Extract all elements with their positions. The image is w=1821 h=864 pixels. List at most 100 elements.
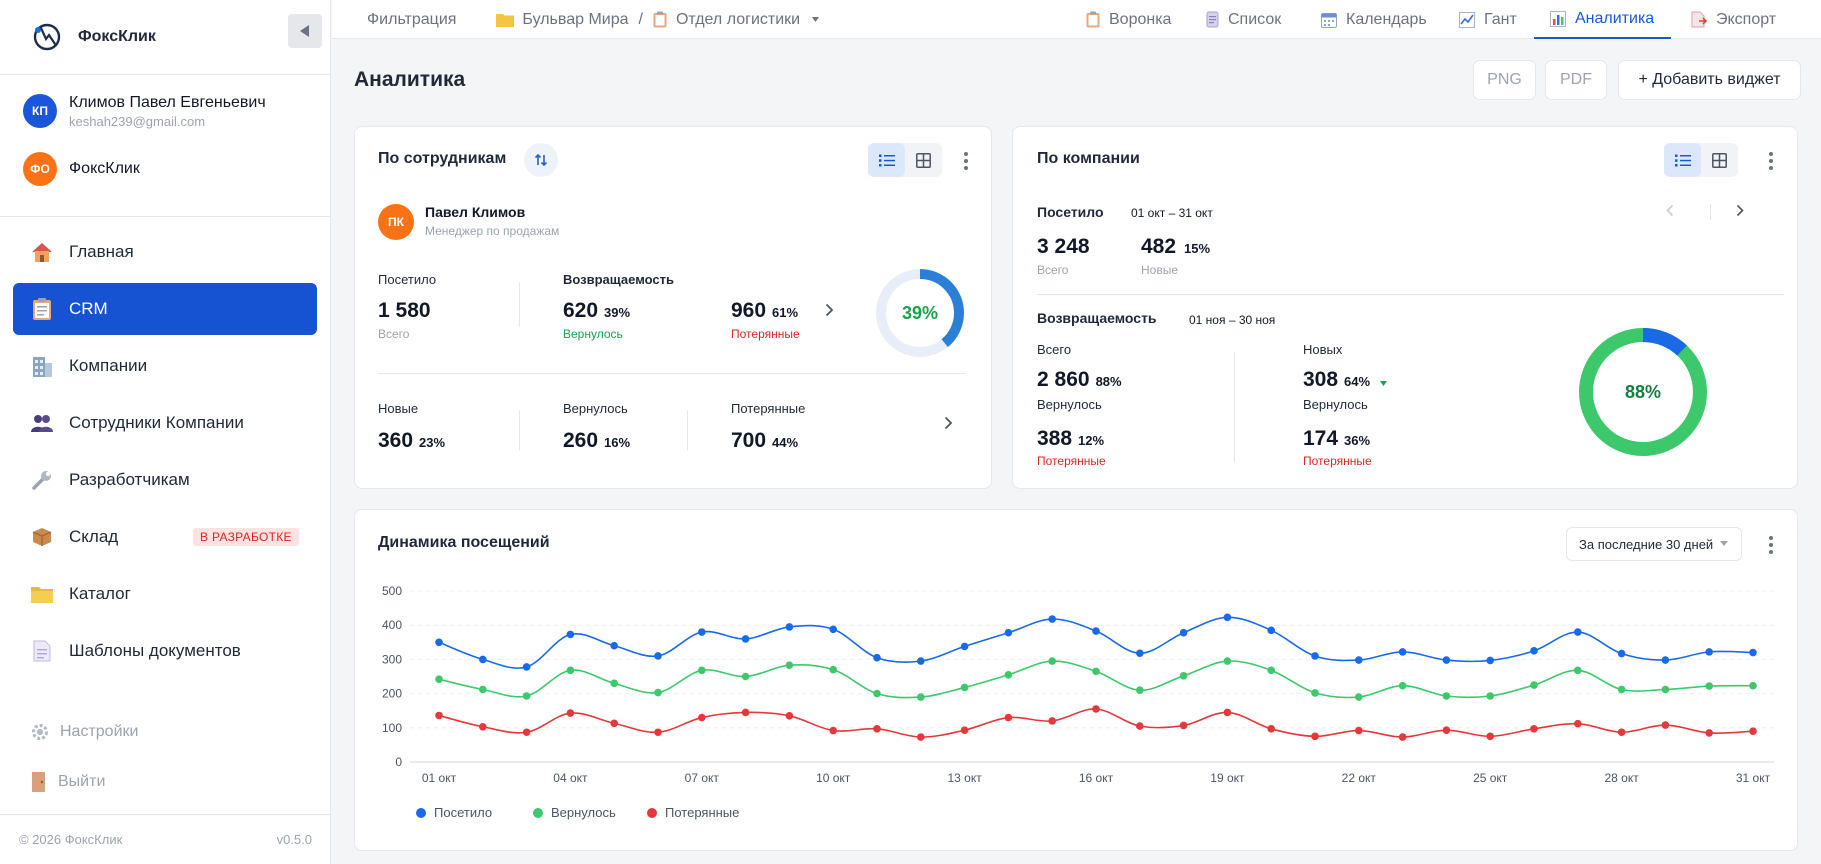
x-tick-label: 31 окт (1736, 771, 1771, 785)
sidebar-item-companies[interactable]: Компании (13, 340, 317, 392)
sidebar-item-warehouse[interactable]: Склад В РАЗРАБОТКЕ (13, 511, 317, 563)
chevron-right-icon[interactable] (944, 416, 953, 435)
export-icon (1691, 11, 1707, 28)
sort-toggle-button[interactable] (524, 143, 558, 177)
data-point (1267, 666, 1275, 675)
grid-view-icon[interactable] (905, 143, 942, 177)
new-label: Новые (378, 401, 419, 416)
returned-value: 308 (1303, 368, 1339, 391)
more-options-icon[interactable] (1768, 536, 1774, 554)
data-point (1574, 719, 1582, 728)
user-account[interactable]: КП Климов Павел Евгеньевич keshah239@gma… (23, 91, 330, 131)
data-point (698, 628, 706, 636)
all-lost-sub: Потерянные (1037, 454, 1106, 468)
breadcrumb-location[interactable]: Бульвар Мира (522, 10, 629, 28)
visited-sub: Всего (378, 327, 410, 341)
visited-value: 1 580 (378, 299, 431, 322)
returned-metric-2: 260 16% (563, 429, 630, 453)
x-tick-label: 25 окт (1473, 771, 1508, 785)
app-version: v0.5.0 (276, 832, 312, 847)
legend-label: Вернулось (551, 805, 616, 820)
data-point (1223, 708, 1232, 717)
tab-label: Гант (1484, 10, 1517, 28)
settings-link[interactable]: Настройки (30, 722, 138, 742)
tab-calendar[interactable]: Календарь (1321, 0, 1427, 39)
new-returned-sub: Вернулось (1303, 397, 1368, 412)
export-png-button[interactable]: PNG (1473, 60, 1536, 100)
lost-sub: Потерянные (731, 327, 800, 341)
chevron-right-icon[interactable] (825, 303, 834, 322)
visited-period: 01 окт – 31 окт (1131, 206, 1213, 220)
data-point (654, 728, 662, 737)
sidebar-item-label: Склад (69, 527, 119, 546)
data-point (522, 728, 531, 737)
x-tick-label: 28 окт (1604, 771, 1639, 785)
company-name: ФоксКлик (69, 160, 140, 177)
returned-value: 260 (563, 429, 599, 452)
data-point (1617, 685, 1626, 694)
breadcrumb: Фильтрация Бульвар Мира / Отдел логистик… (367, 0, 820, 39)
x-tick-label: 16 окт (1079, 771, 1114, 785)
scroll-icon (1206, 11, 1219, 28)
divider (1234, 352, 1235, 462)
all-label: Всего (1037, 342, 1072, 357)
data-point (1530, 681, 1538, 689)
sidebar-item-developers[interactable]: Разработчикам (13, 454, 317, 506)
more-options-icon[interactable] (1768, 152, 1774, 170)
sidebar-item-catalog[interactable]: Каталог (13, 568, 317, 620)
divider (1037, 294, 1784, 295)
data-point (960, 726, 969, 734)
add-widget-button[interactable]: + Добавить виджет (1618, 60, 1801, 100)
data-point (479, 722, 487, 731)
chevron-right-icon[interactable] (1736, 204, 1744, 222)
data-point (1486, 692, 1494, 700)
logout-link[interactable]: Выйти (30, 771, 105, 793)
grid-view-icon[interactable] (1701, 143, 1738, 177)
sidebar-item-crm[interactable]: CRM (13, 283, 317, 335)
tab-list[interactable]: Список (1206, 0, 1281, 39)
legend-label: Потерянные (665, 805, 739, 820)
card-title: Динамика посещений (378, 534, 550, 551)
new-lost-sub: Потерянные (1303, 454, 1372, 468)
data-point (917, 693, 925, 701)
lost-pct: 44% (772, 435, 799, 450)
sidebar-item-home[interactable]: Главная (13, 226, 317, 278)
y-tick-label: 400 (382, 618, 402, 632)
filter-button[interactable]: Фильтрация (367, 10, 457, 28)
data-point (829, 665, 837, 674)
tab-analytics[interactable]: Аналитика (1534, 0, 1671, 39)
clipboard-icon (1086, 11, 1100, 28)
data-point (1004, 670, 1013, 679)
data-point (1267, 725, 1275, 733)
data-point (1179, 628, 1188, 637)
visited-new-sub: Новые (1141, 263, 1179, 277)
new-label: Новых (1303, 342, 1343, 357)
app-name: ФоксКлик (78, 28, 156, 45)
tab-export[interactable]: Экспорт (1691, 0, 1776, 39)
more-options-icon[interactable] (963, 152, 969, 170)
data-point (1705, 648, 1713, 656)
list-view-icon[interactable] (868, 143, 905, 177)
data-point (1136, 649, 1144, 658)
tab-funnel[interactable]: Воронка (1086, 0, 1171, 39)
data-point (785, 712, 794, 720)
data-point (1530, 725, 1538, 733)
logo-row: ФоксКлик (0, 0, 330, 75)
sidebar-item-templates[interactable]: Шаблоны документов (13, 625, 317, 677)
chevron-down-icon[interactable] (812, 17, 820, 22)
period-select[interactable]: За последние 30 дней (1566, 527, 1742, 561)
data-point (1398, 681, 1407, 690)
breadcrumb-department[interactable]: Отдел логистики (675, 10, 801, 28)
data-point (960, 642, 969, 651)
list-view-icon[interactable] (1664, 143, 1701, 177)
sidebar-item-label: Компании (69, 356, 148, 375)
app-logo[interactable] (30, 19, 66, 55)
chevron-left-icon[interactable] (1666, 204, 1674, 222)
collapse-sidebar-button[interactable] (288, 14, 322, 48)
data-point (785, 623, 794, 631)
company-account[interactable]: ФО ФоксКлик (23, 149, 330, 189)
sidebar-item-employees[interactable]: Сотрудники Компании (13, 397, 317, 449)
export-pdf-button[interactable]: PDF (1545, 60, 1607, 100)
tab-gantt[interactable]: Гант (1459, 0, 1517, 39)
data-point (522, 692, 531, 700)
